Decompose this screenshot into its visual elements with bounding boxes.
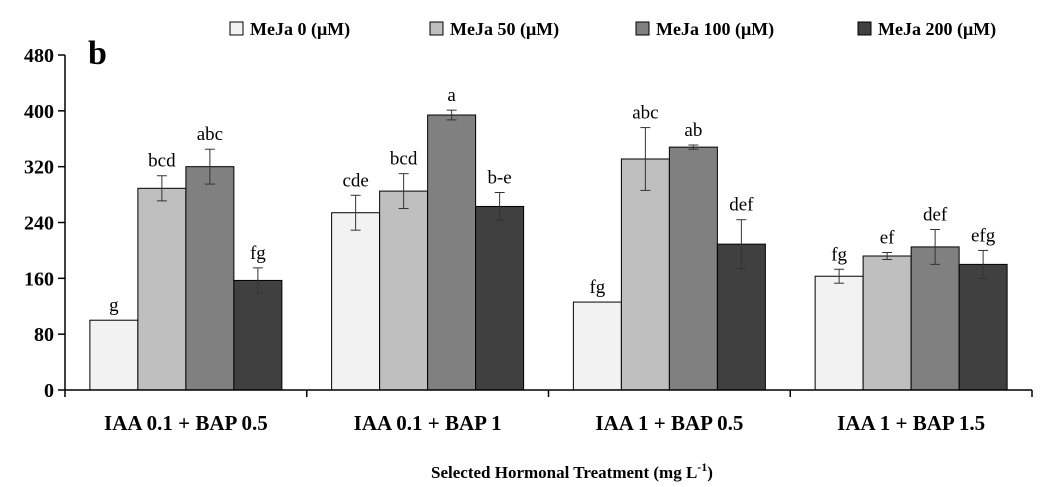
- bar: [137, 187, 187, 391]
- legend-swatch: [857, 21, 872, 36]
- y-tick-label: 0: [44, 380, 54, 402]
- bar: [958, 263, 1008, 391]
- significance-label: abc: [632, 103, 658, 124]
- bar: [620, 158, 670, 391]
- y-tick-label: 160: [24, 268, 54, 290]
- bar: [572, 301, 622, 391]
- y-tick-label: 80: [34, 324, 54, 346]
- significance-label: fg: [589, 277, 605, 298]
- significance-label: fg: [831, 244, 847, 265]
- x-category-label: IAA 1 + BAP 0.5: [595, 411, 743, 435]
- significance-label: cde: [342, 170, 368, 191]
- significance-label: b-e: [487, 167, 511, 188]
- legend-label: MeJa 100 (μM): [656, 19, 774, 40]
- x-category-label: IAA 0.1 + BAP 0.5: [104, 411, 268, 435]
- significance-label: ef: [880, 228, 895, 249]
- bar: [185, 166, 235, 391]
- significance-label: a: [447, 85, 456, 106]
- bar: [862, 255, 912, 391]
- panel-label: b: [88, 35, 107, 72]
- bar: [331, 212, 381, 391]
- significance-label: g: [109, 295, 119, 316]
- significance-label: bcd: [148, 151, 176, 172]
- y-tick-label: 400: [24, 101, 54, 123]
- x-axis: IAA 0.1 + BAP 0.5 IAA 0.1 + BAP 1 IAA 1 + …: [64, 389, 1033, 435]
- x-category-label: IAA 1 + BAP 1.5: [837, 411, 985, 435]
- x-category-label: IAA 0.1 + BAP 1: [354, 411, 502, 435]
- bar: [910, 246, 960, 391]
- bar: [233, 279, 283, 391]
- bar: [427, 114, 477, 391]
- bar: [379, 190, 429, 391]
- y-tick-label: 480: [24, 45, 54, 67]
- bar: [814, 275, 864, 391]
- significance-label: efg: [971, 225, 996, 246]
- x-axis-title: Selected Hormonal Treatment (mg L-1): [431, 460, 713, 482]
- y-tick-label: 320: [24, 157, 54, 179]
- legend-swatch: [635, 21, 650, 36]
- y-tick-label: 240: [24, 213, 54, 235]
- y-axis: 0 80 160 240 320 400 480: [24, 45, 66, 402]
- significance-label: abc: [197, 124, 223, 145]
- significance-label: fg: [250, 243, 266, 264]
- legend-label: MeJa 50 (μM): [450, 19, 559, 40]
- significance-label: ab: [684, 120, 702, 141]
- significance-label: def: [729, 195, 754, 216]
- x-axis-title-superscript: -1: [697, 460, 707, 474]
- significance-label: def: [923, 204, 948, 225]
- legend-label: MeJa 0 (μM): [250, 19, 350, 40]
- legend: MeJa 0 (μM) MeJa 50 (μM) MeJa 100 (μM) MeJa…: [229, 19, 996, 40]
- bar: [475, 205, 525, 391]
- significance-label: bcd: [390, 149, 418, 170]
- legend-swatch: [229, 21, 244, 36]
- bar: [89, 319, 139, 391]
- legend-label: MeJa 200 (μM): [878, 19, 996, 40]
- legend-swatch: [429, 21, 444, 36]
- bar: [668, 146, 718, 391]
